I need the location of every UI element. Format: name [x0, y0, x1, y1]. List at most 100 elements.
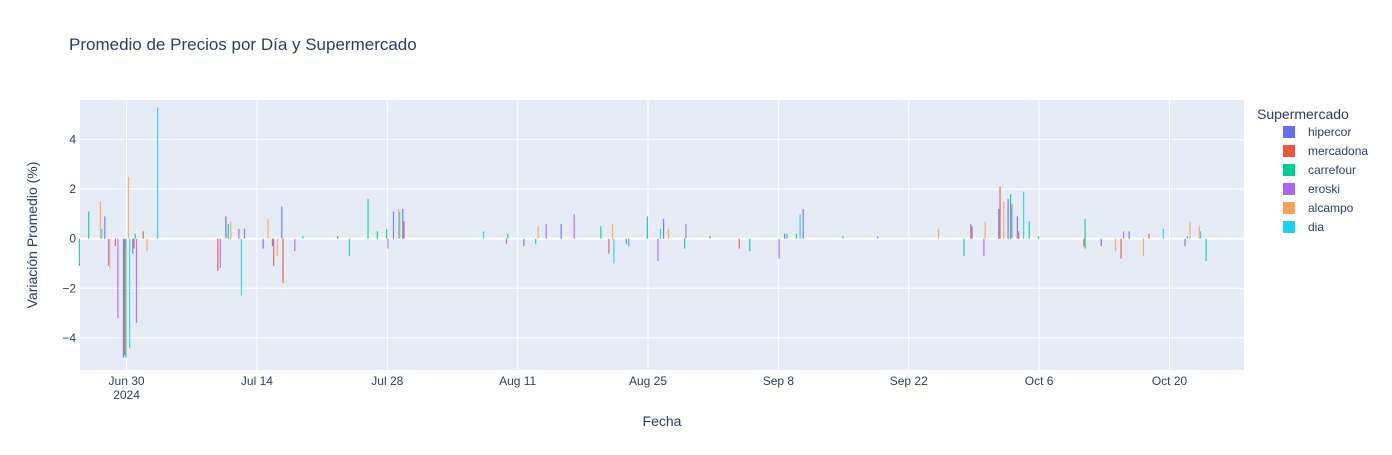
legend-item-mercadona[interactable]: mercadona — [1308, 144, 1368, 158]
bar-alcampo[interactable] — [1114, 238, 1117, 252]
bar-hipercor[interactable] — [625, 238, 627, 244]
bar-mercadona[interactable] — [608, 238, 610, 254]
bar-eroski[interactable] — [238, 228, 240, 239]
bar-carrefour[interactable] — [1009, 194, 1012, 239]
bar-carrefour[interactable] — [600, 226, 602, 239]
bar-hipercor[interactable] — [262, 238, 264, 249]
bar-eroski[interactable] — [573, 213, 575, 239]
bar-hipercor[interactable] — [709, 236, 711, 239]
bar-hipercor[interactable] — [877, 236, 879, 239]
bar-carrefour[interactable] — [795, 233, 798, 239]
bar-alcampo[interactable] — [397, 208, 400, 239]
bar-carrefour[interactable] — [842, 236, 844, 239]
bar-mercadona[interactable] — [971, 226, 973, 239]
bar-mercadona[interactable] — [505, 238, 508, 244]
bar-hipercor[interactable] — [1100, 238, 1102, 247]
bar-hipercor[interactable] — [122, 238, 125, 358]
legend-swatch-carrefour[interactable] — [1283, 164, 1295, 176]
bar-dia[interactable] — [799, 213, 801, 239]
bar-mercadona[interactable] — [273, 238, 275, 266]
bar-hipercor[interactable] — [1184, 238, 1186, 247]
bar-dia[interactable] — [399, 211, 401, 239]
bar-carrefour[interactable] — [348, 238, 351, 257]
bar-alcampo[interactable] — [1142, 238, 1145, 257]
legend[interactable]: Supermercado hipercor mercadona carrefour e… — [1257, 106, 1368, 234]
bar-carrefour[interactable] — [1205, 238, 1207, 262]
bar-carrefour[interactable] — [786, 233, 788, 239]
bar-dia[interactable] — [659, 228, 662, 239]
legend-item-hipercor[interactable]: hipercor — [1308, 125, 1351, 139]
bar-eroski[interactable] — [135, 238, 138, 323]
bar-hipercor[interactable] — [802, 208, 804, 239]
bar-hipercor[interactable] — [225, 216, 227, 239]
bar-eroski[interactable] — [1122, 231, 1125, 239]
bar-eroski[interactable] — [657, 238, 659, 262]
bar-hipercor[interactable] — [337, 236, 339, 239]
bar-hipercor[interactable] — [523, 238, 525, 247]
bar-hipercor[interactable] — [392, 211, 395, 239]
bar-eroski[interactable] — [545, 223, 547, 239]
bar-carrefour[interactable] — [386, 228, 388, 239]
bar-carrefour[interactable] — [367, 199, 369, 239]
bar-mercadona[interactable] — [217, 238, 219, 271]
legend-item-eroski[interactable]: eroski — [1308, 182, 1340, 196]
bar-carrefour[interactable] — [78, 238, 80, 266]
bar-hipercor[interactable] — [560, 223, 562, 239]
bar-hipercor[interactable] — [783, 233, 786, 239]
legend-item-alcampo[interactable]: alcampo — [1308, 201, 1354, 215]
bar-carrefour[interactable] — [302, 236, 304, 239]
bar-hipercor[interactable] — [402, 208, 404, 239]
bar-hipercor[interactable] — [662, 218, 665, 239]
bar-carrefour[interactable] — [749, 238, 751, 252]
bar-alcampo[interactable] — [1189, 221, 1191, 239]
bar-alcampo[interactable] — [1198, 226, 1200, 239]
bar-eroski[interactable] — [983, 238, 985, 257]
bar-dia[interactable] — [613, 238, 615, 264]
bar-carrefour[interactable] — [628, 238, 630, 247]
bar-hipercor[interactable] — [132, 238, 134, 254]
bar-mercadona[interactable] — [114, 238, 116, 247]
bar-carrefour[interactable] — [963, 238, 965, 257]
legend-swatch-alcampo[interactable] — [1283, 202, 1295, 214]
bar-alcampo[interactable] — [267, 218, 269, 239]
bar-alcampo[interactable] — [230, 221, 232, 239]
bar-mercadona[interactable] — [403, 221, 405, 239]
legend-swatch-hipercor[interactable] — [1283, 126, 1295, 138]
bar-hipercor[interactable] — [1016, 216, 1019, 239]
bar-carrefour[interactable] — [535, 238, 537, 244]
bar-hipercor[interactable] — [1128, 231, 1130, 239]
bar-eroski[interactable] — [219, 238, 221, 269]
bar-mercadona[interactable] — [1148, 233, 1150, 239]
bar-carrefour[interactable] — [1084, 238, 1086, 249]
bar-carrefour[interactable] — [507, 233, 509, 239]
bar-eroski[interactable] — [107, 238, 110, 266]
bar-mercadona[interactable] — [133, 238, 135, 249]
bar-mercadona[interactable] — [1120, 238, 1122, 259]
bar-alcampo[interactable] — [612, 223, 614, 239]
bar-mercadona[interactable] — [738, 238, 740, 249]
bar-mercadona[interactable] — [282, 238, 284, 284]
bar-alcampo[interactable] — [127, 176, 130, 239]
bar-carrefour[interactable] — [1028, 221, 1030, 239]
bar-alcampo[interactable] — [537, 226, 539, 239]
bar-mercadona[interactable] — [1018, 231, 1020, 239]
legend-item-dia[interactable]: dia — [1308, 220, 1324, 234]
bar-dia[interactable] — [1023, 191, 1025, 239]
bar-dia[interactable] — [1162, 228, 1164, 239]
legend-swatch-mercadona[interactable] — [1283, 145, 1295, 157]
bar-eroski[interactable] — [387, 238, 389, 249]
bar-alcampo[interactable] — [109, 238, 111, 269]
bar-carrefour[interactable] — [134, 233, 136, 239]
legend-item-carrefour[interactable]: carrefour — [1308, 163, 1356, 177]
legend-swatch-eroski[interactable] — [1283, 183, 1295, 195]
bar-eroski[interactable] — [1011, 204, 1013, 239]
bar-eroski[interactable] — [778, 238, 780, 259]
bar-alcampo[interactable] — [99, 201, 102, 239]
bar-mercadona[interactable] — [124, 238, 126, 356]
bar-alcampo[interactable] — [1003, 201, 1005, 239]
bar-eroski[interactable] — [117, 238, 119, 318]
bar-alcampo[interactable] — [937, 228, 940, 239]
bar-carrefour[interactable] — [88, 211, 90, 239]
bar-mercadona[interactable] — [999, 186, 1001, 239]
bar-carrefour[interactable] — [125, 238, 127, 358]
